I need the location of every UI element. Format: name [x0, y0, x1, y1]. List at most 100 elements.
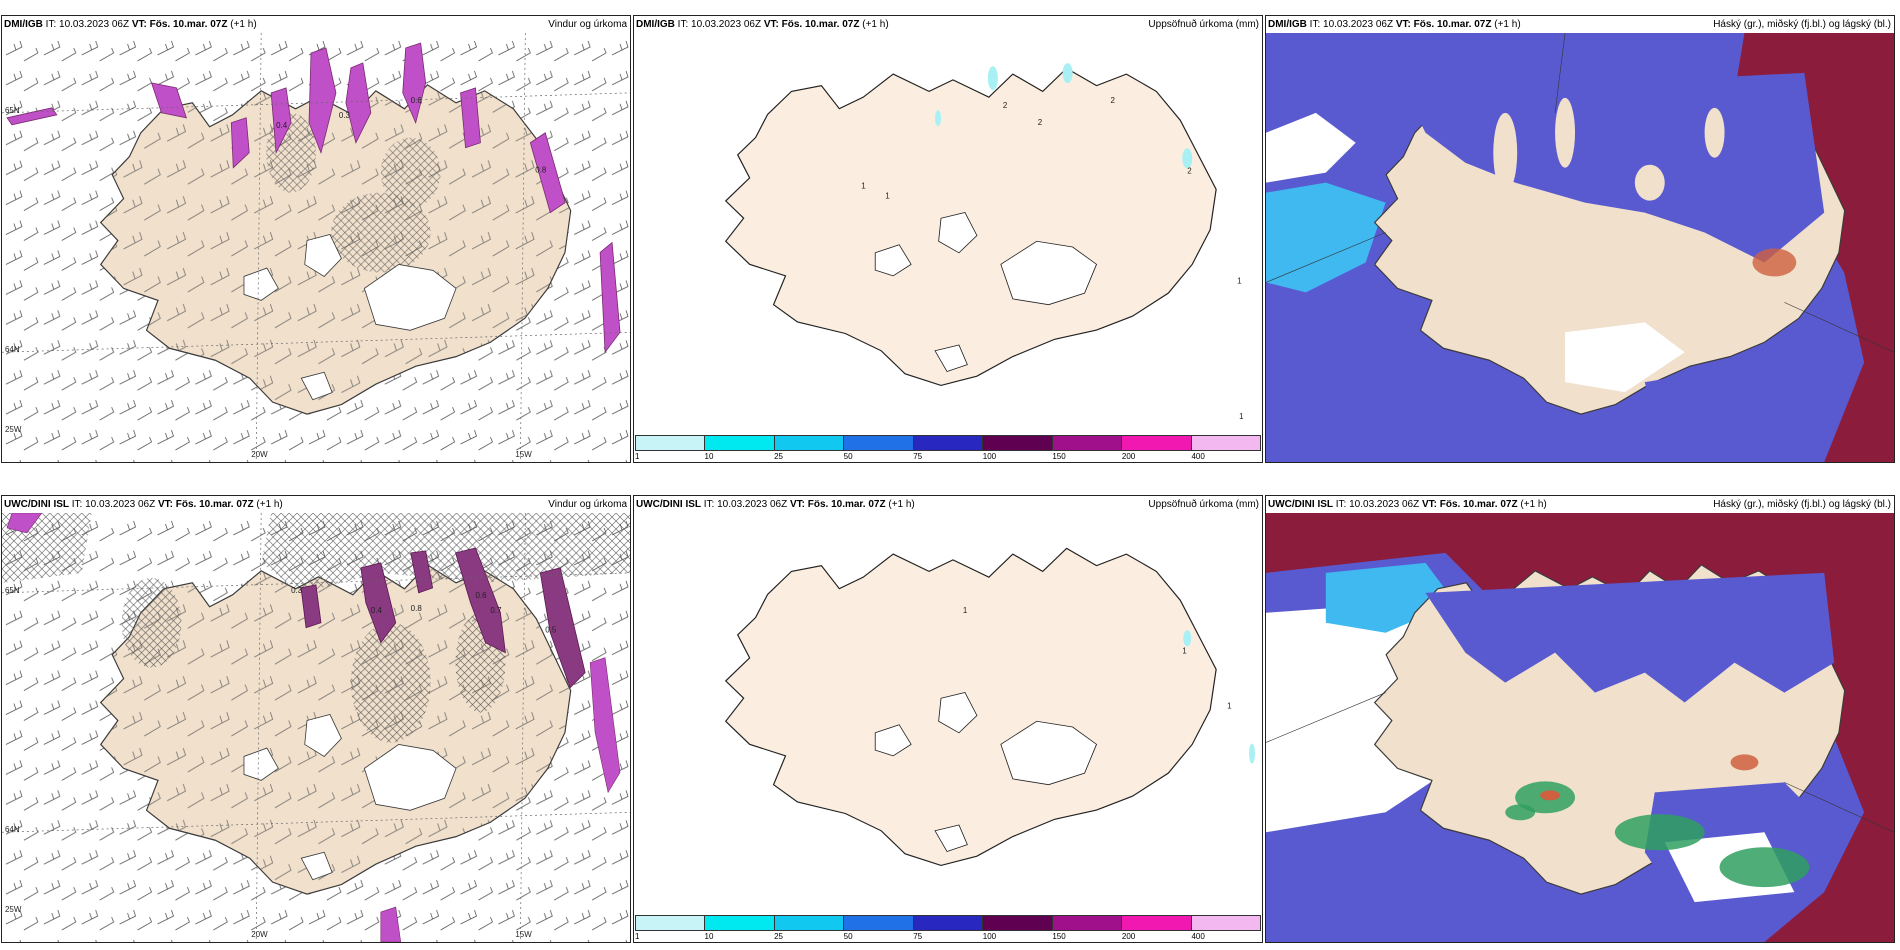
init-time: IT: 10.03.2023 06Z — [1335, 499, 1420, 510]
lead-time: (+1 h) — [888, 499, 915, 510]
valid-time: VT: Fös. 10.mar. 07Z — [157, 499, 254, 510]
green-precip — [1505, 754, 1810, 888]
precip-label: 0.4 — [371, 606, 383, 615]
colorbar-swatch — [983, 436, 1053, 450]
value-label: 2 — [1110, 96, 1115, 105]
colorbar-swatch — [636, 916, 706, 930]
value-label: 1 — [885, 191, 890, 200]
map-area[interactable] — [1266, 33, 1894, 462]
value-label: 2 — [1003, 101, 1008, 110]
panel-header: DMI/IGB IT: 10.03.2023 06Z VT: Fös. 10.m… — [634, 16, 1262, 33]
colorbar-ticks: 1 10 25 50 75 100 150 200 400 — [635, 452, 1261, 462]
colorbar-tick: 25 — [774, 932, 784, 941]
panel-title: Uppsöfnuð úrkoma (mm) — [1148, 19, 1259, 30]
colorbar-swatch — [913, 436, 984, 450]
graticule — [2, 513, 630, 942]
panel-title: Vindur og úrkoma — [548, 499, 627, 510]
colorbar-tick: 200 — [1121, 452, 1136, 461]
map-area[interactable]: 1 1 1 — [634, 513, 1262, 914]
precip-streaks — [300, 547, 586, 689]
colorbar-swatch — [983, 916, 1053, 930]
colorbar-swatch — [1122, 916, 1192, 930]
colorbar-swatch — [913, 916, 984, 930]
axis-label-15w: 15W — [515, 450, 532, 459]
valid-time: VT: Fös. 10.mar. 07Z — [763, 19, 860, 30]
axis-label-25w: 25W — [5, 905, 22, 914]
value-label: 1 — [861, 181, 866, 190]
value-label: 2 — [1038, 118, 1043, 127]
panel-header: UWC/DINI ISL IT: 10.03.2023 06Z VT: Fös.… — [1266, 496, 1894, 513]
colorbar-tick: 1 — [635, 932, 640, 941]
lead-time: (+1 h) — [862, 19, 889, 30]
colorbar: 1 10 25 50 75 100 150 200 400 — [635, 915, 1261, 941]
model-name: DMI/IGB — [636, 19, 675, 30]
value-label: 2 — [1187, 166, 1192, 175]
precip-label: 0.7 — [490, 606, 502, 615]
precip-patches — [1183, 630, 1256, 764]
land-gaps — [1493, 97, 1725, 201]
model-name: UWC/DINI ISL — [1268, 499, 1333, 510]
precip-streaks — [6, 42, 621, 354]
lead-time: (+1 h) — [230, 19, 257, 30]
map-area[interactable]: 20W 15W 64N 65N 25W 0.3 0.6 0.4 0.8 — [2, 33, 630, 462]
precip-label: 0.3 — [339, 111, 351, 120]
colorbar-swatch — [1191, 916, 1260, 930]
colorbar-swatch — [636, 436, 706, 450]
colorbar-swatch — [774, 436, 845, 450]
colorbar: 1 10 25 50 75 100 150 200 400 — [635, 435, 1261, 461]
colorbar-tick: 100 — [982, 452, 997, 461]
boundaries — [1266, 692, 1894, 833]
colorbar-swatch — [774, 916, 845, 930]
precip-magenta — [6, 513, 621, 942]
panel-uwc-wind: UWC/DINI ISL IT: 10.03.2023 06Z VT: Fös.… — [1, 495, 631, 943]
map-area[interactable]: 20W 15W 64N 65N 25W 0.3 0.6 0.4 0.8 0.5 … — [2, 513, 630, 942]
colorbar-swatch — [705, 436, 775, 450]
colorbar-swatches — [635, 435, 1261, 451]
colorbar-tick: 75 — [913, 452, 923, 461]
mid-cloud-over-land — [1425, 572, 1835, 703]
lead-time: (+1 h) — [256, 499, 283, 510]
valid-time: VT: Fös. 10.mar. 07Z — [131, 19, 228, 30]
valid-time: VT: Fös. 10.mar. 07Z — [1421, 499, 1518, 510]
valid-time: VT: Fös. 10.mar. 07Z — [1395, 19, 1492, 30]
axis-label-20w: 20W — [251, 930, 268, 939]
panel-header: DMI/IGB IT: 10.03.2023 06Z VT: Fös. 10.m… — [2, 16, 630, 33]
value-label: 1 — [963, 606, 968, 615]
panel-dmi-precip: DMI/IGB IT: 10.03.2023 06Z VT: Fös. 10.m… — [633, 15, 1263, 463]
colorbar-swatch — [844, 436, 914, 450]
axis-label-25w: 25W — [5, 425, 22, 434]
precip-label: 0.3 — [291, 586, 303, 595]
precip-label: 0.6 — [475, 591, 487, 600]
low-cloud-field — [1266, 182, 1386, 293]
value-label: 1 — [1237, 277, 1242, 286]
colorbar-swatch — [705, 916, 775, 930]
axis-label-20w: 20W — [251, 450, 268, 459]
axis-label-15w: 15W — [515, 930, 532, 939]
colorbar-tick: 75 — [913, 932, 923, 941]
model-name: UWC/DINI ISL — [636, 499, 701, 510]
colorbar-tick: 150 — [1052, 452, 1066, 461]
precip-patches — [935, 63, 1193, 169]
panel-uwc-clouds: UWC/DINI ISL IT: 10.03.2023 06Z VT: Fös.… — [1265, 495, 1895, 943]
value-label: 1 — [1227, 701, 1232, 710]
colorbar-tick: 1 — [635, 452, 640, 461]
colorbar-tick: 50 — [843, 452, 853, 461]
panel-header: UWC/DINI ISL IT: 10.03.2023 06Z VT: Fös.… — [2, 496, 630, 513]
lead-time: (+1 h) — [1520, 499, 1547, 510]
map-area[interactable]: 2 2 2 1 1 1 1 2 — [634, 33, 1262, 434]
valid-time: VT: Fös. 10.mar. 07Z — [789, 499, 886, 510]
axis-label-64n: 64N — [5, 345, 20, 354]
panel-title: Háský (gr.), miðský (fj.bl.) og lágský (… — [1713, 19, 1891, 30]
panel-dmi-wind: DMI/IGB IT: 10.03.2023 06Z VT: Fös. 10.m… — [1, 15, 631, 463]
model-name: DMI/IGB — [1268, 19, 1307, 30]
colorbar-tick: 400 — [1191, 932, 1205, 941]
precip-label: 0.8 — [411, 604, 423, 613]
colorbar-tick: 400 — [1191, 452, 1205, 461]
precip-patch — [1752, 248, 1797, 277]
init-time: IT: 10.03.2023 06Z — [677, 19, 762, 30]
graticule — [2, 33, 630, 462]
init-time: IT: 10.03.2023 06Z — [45, 19, 130, 30]
init-time: IT: 10.03.2023 06Z — [71, 499, 156, 510]
map-area[interactable] — [1266, 513, 1894, 942]
colorbar-swatch — [1052, 436, 1123, 450]
